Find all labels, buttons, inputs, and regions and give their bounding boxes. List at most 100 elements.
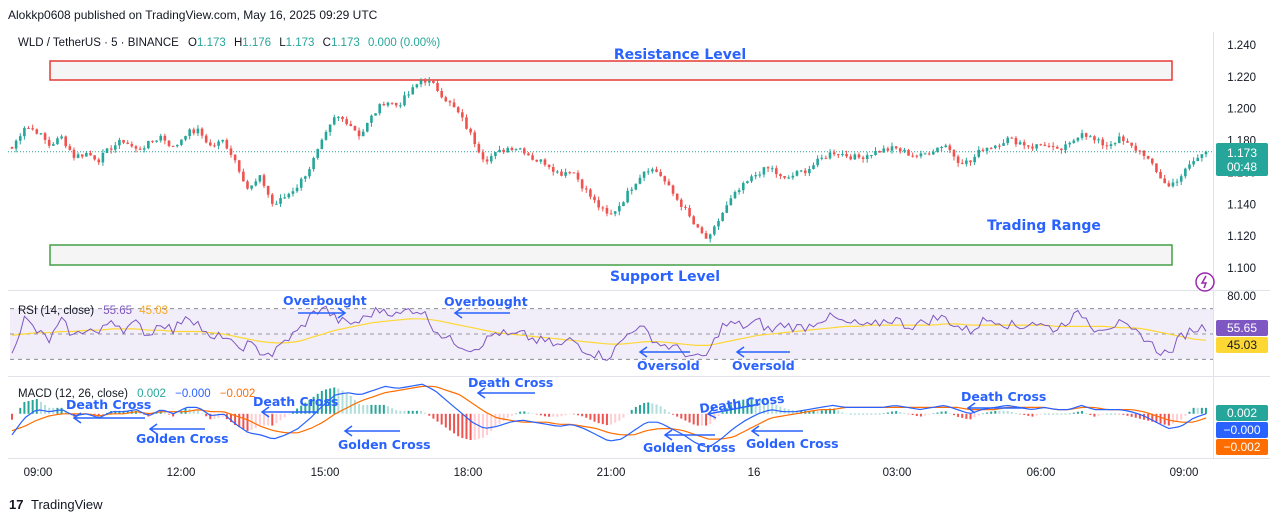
death-cross-label-3: Death Cross	[468, 375, 553, 390]
candle-body	[283, 197, 286, 199]
macd-hist-bar	[907, 413, 910, 415]
macd-hist-bar	[1184, 413, 1187, 416]
time-tick-label: 15:00	[311, 467, 340, 479]
candle-body	[80, 154, 84, 157]
candle-body	[382, 104, 386, 106]
candle-body	[93, 155, 96, 160]
rsi-ma-badge-value: 45.03	[1227, 338, 1257, 352]
candle-body	[10, 147, 14, 149]
alert-clock-icon[interactable]	[1195, 272, 1215, 292]
change-value: 0.000 (0.00%)	[368, 37, 440, 49]
macd-hist-bar	[1002, 410, 1005, 414]
macd-hist-bar	[1060, 413, 1063, 415]
macd-hist-bar	[618, 413, 621, 421]
macd-hist-bar	[1126, 413, 1129, 416]
tv-logo-icon: 17	[9, 497, 23, 512]
macd-hist-bar	[767, 401, 770, 414]
macd-hist-bar	[196, 410, 199, 414]
price-tick-label: 1.140	[1227, 199, 1256, 211]
macd-hist-bar	[1147, 413, 1150, 421]
macd-hist-bar	[1068, 413, 1071, 415]
candle-body	[423, 80, 427, 83]
candle-body	[221, 139, 225, 142]
high-label: H	[234, 37, 242, 49]
macd-hist-bar	[139, 412, 142, 414]
tv-brand: TradingView	[31, 497, 103, 512]
macd-hist-bar	[919, 413, 922, 417]
candle-body	[312, 158, 315, 170]
candle-body	[1018, 142, 1022, 145]
candle-body	[919, 153, 923, 157]
macd-line-badge-value: −0.000	[1223, 423, 1260, 437]
candle-body	[295, 187, 299, 192]
candle-body	[394, 102, 398, 106]
candle-body	[399, 105, 402, 107]
resistance-zone[interactable]	[49, 60, 1173, 81]
candle-body	[816, 158, 819, 166]
macd-hist-bar	[242, 413, 245, 430]
candle-body	[845, 153, 848, 157]
macd-hist-bar	[1052, 413, 1055, 415]
macd-hist-bar	[486, 413, 489, 436]
candle-body	[812, 165, 815, 170]
rsi-badge-value: 55.65	[1227, 321, 1257, 335]
macd-hist-bar	[296, 408, 299, 414]
macd-hist-bar	[1035, 413, 1038, 416]
macd-hist-bar	[862, 413, 865, 415]
candle-body	[927, 153, 931, 155]
tradingview-logo[interactable]: 17 TradingView	[9, 497, 103, 512]
candle-body	[675, 193, 679, 200]
candle-body	[262, 175, 266, 186]
candle-body	[60, 136, 63, 139]
macd-hist-bar	[936, 412, 939, 414]
candle-body	[618, 206, 621, 212]
rsi-ma-badge-bg	[1216, 337, 1268, 353]
macd-hist-bar	[221, 413, 224, 417]
macd-hist-bar	[420, 410, 423, 414]
macd-legend: MACD (12, 26, close) 0.002 −0.000 −0.002	[18, 388, 255, 400]
time-axis: 09:00 12:00 15:00 18:00 21:00 16 03:00 06:00 09:…	[24, 467, 1199, 479]
macd-hist-bar	[39, 401, 42, 414]
macd-hist-bar	[1118, 413, 1121, 415]
candle-body	[589, 189, 592, 197]
candle-body	[18, 136, 22, 141]
macd-hist-bar	[1101, 413, 1104, 415]
candle-body	[469, 128, 472, 133]
candle-body	[444, 97, 448, 102]
macd-hist-bar	[1027, 413, 1030, 416]
candle-body	[184, 136, 187, 140]
candle-body	[671, 185, 675, 194]
macd-hist-bar	[519, 411, 522, 414]
candle-body	[849, 156, 852, 160]
arrow-oversold-1	[638, 346, 690, 358]
macd-hist-bar	[672, 413, 675, 415]
candle-body	[551, 167, 555, 172]
support-zone[interactable]	[49, 244, 1173, 266]
candle-body	[1080, 133, 1084, 138]
macd-hist-bar	[940, 411, 943, 414]
macd-hist-bar	[543, 413, 546, 417]
macd-hist-bar	[948, 413, 951, 414]
macd-hist-bar	[395, 410, 398, 414]
macd-hist-bar	[581, 413, 584, 417]
rsi-levels	[10, 308, 1213, 360]
macd-hist-bar	[924, 413, 927, 416]
candle-body	[461, 112, 464, 118]
macd-hist-bar	[465, 413, 468, 440]
candle-body	[47, 139, 51, 146]
rsi-legend-value: 55.65	[103, 305, 132, 317]
price-legend: WLD / TetherUS · 5 · BINANCE O1.173 H1.1…	[18, 37, 440, 49]
macd-hist-bar	[886, 412, 889, 414]
candle-body	[432, 80, 435, 83]
candle-body	[419, 80, 423, 85]
price-badge-bg	[1216, 143, 1268, 176]
candle-body	[903, 150, 906, 152]
macd-hist-bar	[634, 406, 637, 414]
oversold-label-2: Oversold	[732, 358, 795, 373]
macd-hist-bar	[341, 390, 344, 414]
macd-hist-bar	[411, 410, 414, 414]
macd-hist-bar	[60, 407, 63, 414]
candle-body	[1084, 133, 1088, 137]
macd-hist-bar	[1089, 413, 1092, 415]
